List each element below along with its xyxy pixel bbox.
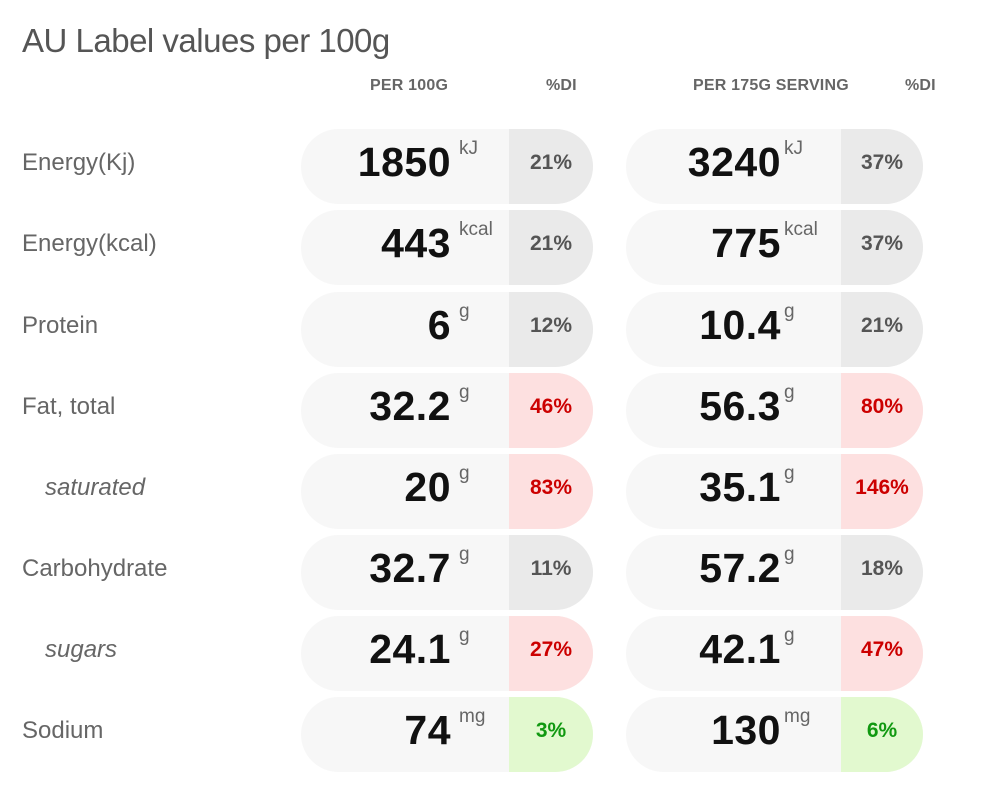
daily-intake-percent: 80% [841,373,923,448]
daily-intake-percent: 3% [509,697,593,772]
amount-unit: kJ [459,138,478,159]
value-pill-per-serving: 57.2 g 18% [626,535,923,610]
daily-intake-percent: 12% [509,292,593,367]
amount-value: 6 [427,302,451,348]
amount-unit: g [784,544,795,565]
nutrient-label: sugars [45,636,118,663]
amount-value: 10.4 [699,302,781,348]
value-pill-per-100g: 20 g 83% [301,454,593,529]
value-pill-per-serving: 35.1 g 146% [626,454,923,529]
amount-value: 1850 [357,139,451,185]
header-di-serving: %DI [905,77,936,94]
value-pill-per-100g: 32.2 g 46% [301,373,593,448]
daily-intake-percent: 21% [841,292,923,367]
daily-intake-percent: 11% [509,535,593,610]
header-per-100g: PER 100G [370,77,449,94]
value-pill-per-serving: 42.1 g 47% [626,616,923,691]
value-pill-per-serving: 775 kcal 37% [626,210,923,285]
nutrient-label: Fat, total [22,393,116,420]
nutrient-row: Carbohydrate 32.7 g 11% 57.2 g 18% [0,535,990,610]
amount-value: 42.1 [699,626,781,672]
nutrient-label: Carbohydrate [22,555,168,582]
amount-unit: kcal [459,219,493,240]
nutrient-row: Energy(kcal) 443 kcal 21% 775 kcal 37% [0,210,990,285]
header-di-100g: %DI [546,77,577,94]
nutrient-row: Protein 6 g 12% 10.4 g 21% [0,292,990,367]
nutrient-row: Sodium 74 mg 3% 130 mg 6% [0,697,990,772]
amount-unit: g [459,382,470,403]
amount-unit: kJ [784,138,803,159]
daily-intake-percent: 146% [841,454,923,529]
daily-intake-percent: 83% [509,454,593,529]
amount-value: 443 [381,220,451,266]
nutrient-label: Energy(kcal) [22,230,157,257]
value-pill-per-100g: 1850 kJ 21% [301,129,593,204]
nutrient-row: Energy(Kj) 1850 kJ 21% 3240 kJ 37% [0,129,990,204]
daily-intake-percent: 21% [509,129,593,204]
amount-unit: g [459,463,470,484]
amount-value: 74 [404,707,451,753]
nutrient-label: Protein [22,312,99,339]
amount-value: 56.3 [699,383,781,429]
value-pill-per-serving: 3240 kJ 37% [626,129,923,204]
daily-intake-percent: 46% [509,373,593,448]
value-pill-per-serving: 56.3 g 80% [626,373,923,448]
amount-value: 130 [711,707,781,753]
value-pill-per-serving: 10.4 g 21% [626,292,923,367]
value-pill-per-serving: 130 mg 6% [626,697,923,772]
nutrient-label: saturated [45,474,146,501]
daily-intake-percent: 47% [841,616,923,691]
amount-unit: g [784,301,795,322]
amount-unit: g [784,382,795,403]
daily-intake-percent: 27% [509,616,593,691]
amount-unit: g [459,625,470,646]
amount-unit: g [784,463,795,484]
nutrient-row: saturated 20 g 83% 35.1 g 146% [0,454,990,529]
amount-unit: g [459,301,470,322]
value-pill-per-100g: 32.7 g 11% [301,535,593,610]
nutrient-label: Sodium [22,717,104,744]
daily-intake-percent: 37% [841,210,923,285]
amount-value: 20 [404,464,451,510]
nutrient-label: Energy(Kj) [22,149,136,176]
nutrient-row: sugars 24.1 g 27% 42.1 g 47% [0,616,990,691]
amount-unit: kcal [784,219,818,240]
page-title: AU Label values per 100g [22,22,390,59]
amount-value: 32.7 [369,545,451,591]
daily-intake-percent: 21% [509,210,593,285]
value-pill-per-100g: 24.1 g 27% [301,616,593,691]
daily-intake-percent: 6% [841,697,923,772]
amount-value: 35.1 [699,464,781,510]
amount-unit: mg [784,706,811,727]
amount-value: 57.2 [699,545,781,591]
amount-unit: mg [459,706,486,727]
amount-value: 3240 [687,139,781,185]
amount-unit: g [784,625,795,646]
value-pill-per-100g: 74 mg 3% [301,697,593,772]
value-pill-per-100g: 6 g 12% [301,292,593,367]
daily-intake-percent: 18% [841,535,923,610]
amount-value: 24.1 [369,626,451,672]
amount-unit: g [459,544,470,565]
daily-intake-percent: 37% [841,129,923,204]
value-pill-per-100g: 443 kcal 21% [301,210,593,285]
header-per-serving: PER 175G SERVING [693,77,849,94]
nutrient-row: Fat, total 32.2 g 46% 56.3 g 80% [0,373,990,448]
amount-value: 775 [711,220,781,266]
amount-value: 32.2 [369,383,451,429]
